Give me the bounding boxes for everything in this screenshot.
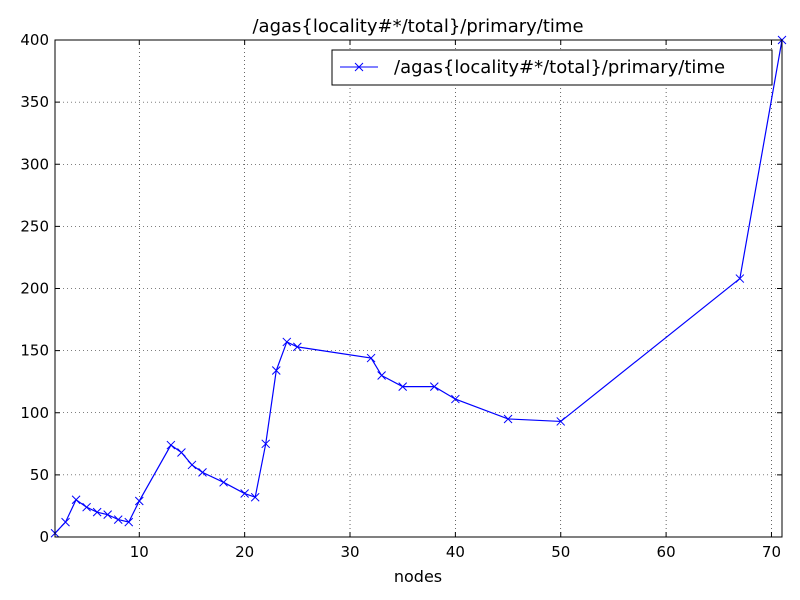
y-tick-label: 300	[20, 155, 49, 173]
data-point	[429, 382, 439, 392]
data-point	[366, 353, 376, 363]
data-point	[113, 515, 123, 524]
x-tick-label: 50	[551, 543, 570, 561]
data-point	[282, 337, 292, 347]
data-point	[103, 510, 113, 519]
legend-label: /agas{locality#*/total}/primary/time	[394, 57, 725, 78]
x-tick-label: 20	[235, 543, 254, 561]
x-tick-label: 60	[657, 543, 676, 561]
data-point	[198, 468, 207, 477]
data-point	[92, 507, 102, 517]
data-point	[134, 496, 144, 506]
x-tick-labels: 10 20 30 40 50 60 70	[130, 543, 781, 561]
data-point	[177, 448, 186, 457]
data-point	[503, 414, 513, 424]
tick-marks	[55, 39, 782, 538]
y-tick-label: 400	[20, 31, 49, 49]
x-axis-label: nodes	[394, 567, 442, 586]
y-tick-label: 50	[30, 466, 49, 484]
data-point	[398, 382, 408, 392]
y-tick-label: 0	[39, 528, 49, 546]
legend-box	[331, 49, 773, 86]
data-point	[240, 489, 250, 498]
data-point	[61, 517, 70, 527]
data-point	[82, 502, 91, 512]
y-tick-label: 150	[20, 342, 49, 360]
data-point	[219, 477, 228, 487]
data-point	[71, 495, 81, 505]
data-point	[124, 517, 134, 527]
x-tick-label: 10	[130, 543, 149, 561]
y-tick-labels: 0 50 100 150 200 250 300 350 400	[20, 31, 49, 546]
y-tick-label: 250	[20, 217, 49, 235]
legend: /agas{locality#*/total}/primary/time	[331, 49, 773, 86]
data-point	[166, 440, 176, 450]
data-point	[556, 417, 566, 426]
grid-lines	[55, 39, 782, 538]
y-tick-label: 350	[20, 93, 49, 111]
plot-frame	[54, 39, 783, 538]
data-point	[271, 366, 281, 375]
x-tick-label: 70	[762, 543, 781, 561]
chart-title: /agas{locality#*/total}/primary/time	[252, 16, 583, 37]
y-tick-label: 100	[20, 404, 49, 422]
y-tick-label: 200	[20, 280, 49, 298]
data-point	[377, 371, 386, 380]
legend-marker-x	[354, 62, 364, 72]
data-point	[451, 394, 460, 404]
series-layer	[50, 35, 787, 538]
x-tick-label: 30	[340, 543, 359, 561]
data-point	[250, 492, 260, 502]
x-tick-label: 40	[446, 543, 465, 561]
series-line	[54, 39, 783, 534]
data-point	[735, 274, 745, 283]
data-point	[261, 439, 271, 449]
data-point	[187, 460, 197, 470]
data-point	[292, 342, 302, 352]
